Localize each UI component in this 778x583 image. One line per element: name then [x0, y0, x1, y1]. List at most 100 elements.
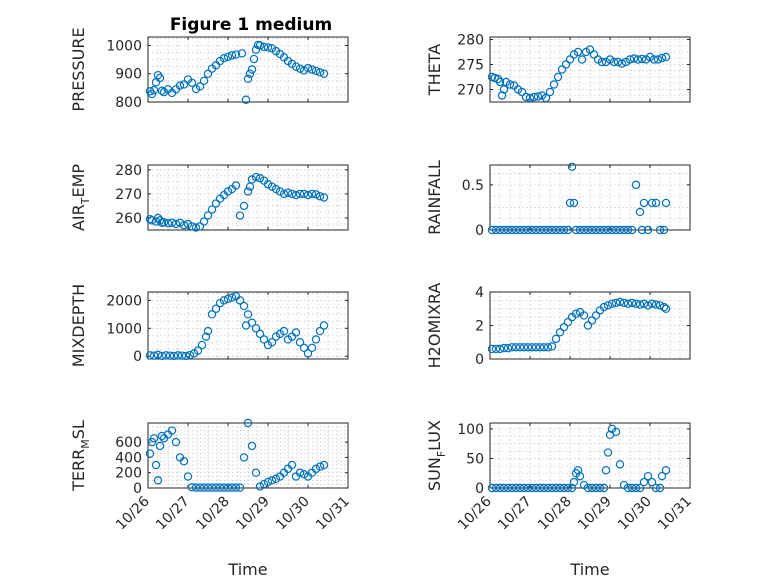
data-point — [235, 211, 245, 220]
data-point — [173, 351, 183, 360]
y-label-part: AIR — [69, 204, 88, 231]
data-point — [175, 81, 185, 90]
data-point — [519, 483, 529, 493]
data-point — [507, 343, 517, 352]
data-point — [145, 351, 155, 360]
data-point — [503, 225, 513, 235]
data-point — [629, 54, 639, 63]
data-point — [631, 483, 641, 493]
data-point — [299, 470, 309, 479]
data-point — [507, 225, 517, 235]
data-point — [543, 225, 553, 235]
data-point — [623, 225, 633, 235]
data-point — [177, 351, 187, 360]
data-point — [591, 311, 601, 320]
data-point — [639, 299, 649, 308]
y-axis-label-air-temp: AIRTEMP — [69, 164, 92, 231]
data-point — [613, 57, 623, 67]
data-point — [525, 93, 535, 103]
data-point — [615, 225, 625, 235]
data-point — [187, 483, 197, 492]
data-point — [587, 316, 597, 325]
data-point — [563, 317, 573, 327]
data-point — [315, 68, 325, 77]
data-point — [223, 294, 233, 304]
data-point — [187, 222, 197, 231]
data-point — [311, 190, 321, 199]
data-point — [299, 66, 309, 75]
data-point — [191, 223, 201, 232]
data-point — [627, 483, 637, 493]
y-tick-label: 4 — [475, 285, 484, 301]
data-point — [657, 471, 667, 481]
axes-box-mixdepth — [147, 291, 349, 360]
data-point — [311, 335, 321, 344]
series-mixdepth — [145, 291, 329, 361]
data-point — [519, 225, 529, 235]
data-point — [157, 351, 167, 361]
data-point — [199, 483, 209, 492]
data-point — [237, 49, 247, 58]
data-point — [575, 225, 585, 235]
data-point — [631, 299, 641, 308]
data-point — [223, 52, 233, 61]
data-point — [207, 310, 217, 319]
data-point — [153, 350, 163, 360]
data-point — [551, 334, 561, 344]
data-point — [565, 198, 575, 208]
data-point — [155, 216, 165, 225]
data-point — [287, 460, 297, 470]
data-point — [651, 198, 661, 208]
data-point — [657, 53, 667, 63]
data-point — [171, 437, 181, 447]
data-point — [249, 54, 259, 64]
data-point — [563, 225, 573, 235]
data-point — [487, 483, 497, 493]
data-point — [263, 43, 273, 52]
data-point — [203, 69, 213, 78]
data-point — [541, 93, 551, 103]
data-point — [223, 483, 233, 492]
data-point — [539, 343, 549, 352]
data-point — [315, 326, 325, 336]
y-label-part: TERR — [69, 449, 88, 492]
data-point — [557, 65, 567, 74]
data-point — [619, 298, 629, 308]
data-point — [579, 311, 589, 320]
data-point — [623, 483, 633, 493]
data-point — [619, 225, 629, 235]
data-point — [559, 322, 569, 332]
series-air-temp — [145, 172, 329, 232]
data-point — [227, 51, 237, 60]
data-point — [561, 60, 571, 69]
y-tick-label: 600 — [115, 435, 142, 451]
data-point — [547, 342, 557, 351]
data-point — [259, 42, 269, 52]
data-point — [639, 198, 649, 208]
data-point — [609, 57, 619, 67]
data-point — [259, 479, 269, 489]
data-point — [499, 225, 509, 235]
data-point — [639, 477, 649, 487]
data-point — [247, 441, 257, 451]
data-point — [247, 65, 257, 74]
data-point — [167, 426, 177, 435]
data-point — [499, 483, 509, 493]
y-tick-label: 2000 — [106, 293, 142, 309]
data-point — [149, 351, 159, 360]
data-point — [597, 57, 607, 67]
y-tick-label: 280 — [457, 33, 484, 49]
series-h2omixra — [487, 297, 671, 354]
data-point — [625, 55, 635, 64]
data-point — [589, 50, 599, 59]
data-point — [603, 301, 613, 310]
data-point — [599, 225, 609, 235]
data-point — [319, 460, 329, 470]
data-point — [511, 483, 521, 493]
data-point — [643, 225, 653, 235]
data-point — [607, 225, 617, 235]
data-point — [651, 483, 661, 493]
data-point — [155, 441, 165, 451]
data-point — [263, 477, 273, 487]
data-point — [303, 349, 313, 358]
